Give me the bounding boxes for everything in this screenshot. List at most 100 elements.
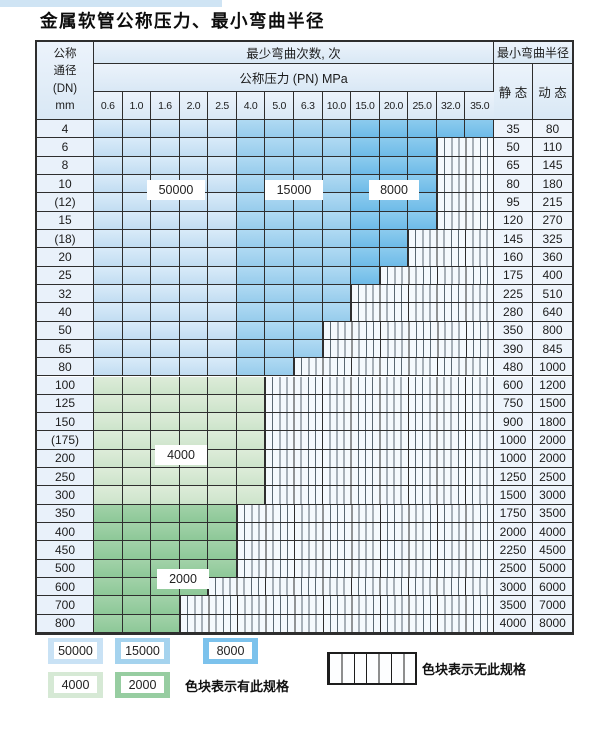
spec-cell: [179, 376, 209, 395]
dn-cell-4: 4: [37, 120, 94, 139]
dynamic-value-350: 3500: [533, 504, 572, 524]
legend-swatch-label: 2000: [121, 676, 164, 693]
spec-cell: [294, 248, 323, 267]
spec-cell: [236, 138, 266, 157]
spec-cell: [122, 284, 152, 304]
zone-label-2000: 2000: [157, 569, 209, 589]
spec-cell: [294, 339, 323, 359]
spec-cell: [322, 120, 352, 139]
spec-cell: [236, 413, 266, 432]
spec-cell: [208, 303, 237, 322]
header-dn-line1: 公称: [53, 48, 77, 61]
header-pressure-6.3: 6.3: [294, 92, 323, 120]
spec-cell: [379, 211, 409, 230]
spec-cell: [179, 468, 209, 487]
spec-cell: [351, 248, 380, 267]
spec-cell: [236, 321, 266, 340]
no-spec-region: [179, 596, 494, 615]
spec-cell: [208, 541, 237, 560]
dn-cell-(18): (18): [37, 229, 94, 249]
spec-cell: [151, 138, 180, 157]
dynamic-value-32: 510: [533, 284, 572, 304]
spec-cell: [208, 559, 237, 579]
dn-cell-20: 20: [37, 248, 94, 267]
dynamic-value-(12): 215: [533, 193, 572, 212]
spec-cell: [208, 211, 237, 230]
spec-cell: [294, 266, 323, 285]
no-spec-region: [265, 431, 494, 450]
legend-caption-has-spec: 色块表示有此规格: [185, 678, 290, 694]
spec-cell: [151, 376, 180, 395]
dn-cell-40: 40: [37, 303, 94, 322]
spec-cell: [122, 413, 152, 432]
spec-cell: [151, 266, 180, 285]
spec-cell: [294, 229, 323, 249]
legend-swatch-label: 8000: [209, 642, 252, 659]
header-pressure-2.5: 2.5: [208, 92, 237, 120]
no-spec-region: [436, 138, 494, 157]
header-pressure-4.0: 4.0: [236, 92, 266, 120]
no-spec-region: [236, 523, 494, 542]
dn-cell-400: 400: [37, 523, 94, 542]
no-spec-region: [351, 303, 494, 322]
spec-cell: [294, 211, 323, 230]
dn-cell-(175): (175): [37, 431, 94, 450]
dn-cell-125: 125: [37, 394, 94, 414]
spec-cell: [179, 120, 209, 139]
spec-cell: [94, 266, 123, 285]
spec-cell: [179, 394, 209, 414]
spec-cell: [208, 321, 237, 340]
spec-cell: [236, 193, 266, 212]
dn-cell-15: 15: [37, 211, 94, 230]
spec-cell: [208, 413, 237, 432]
header-pressure-1.0: 1.0: [122, 92, 152, 120]
spec-cell: [179, 321, 209, 340]
no-spec-region: [265, 376, 494, 395]
spec-cell: [94, 376, 123, 395]
spec-cell: [236, 394, 266, 414]
spec-cell: [322, 248, 352, 267]
spec-cell: [151, 211, 180, 230]
spec-cell: [122, 321, 152, 340]
spec-cell: [94, 468, 123, 487]
static-value-450: 2250: [494, 541, 533, 560]
header-dn-line2: 通径: [53, 65, 77, 78]
spec-cell: [94, 193, 123, 212]
spec-cell: [122, 596, 152, 615]
legend-swatch-8000: 8000: [203, 638, 258, 664]
spec-cell: [265, 339, 294, 359]
spec-cell: [122, 229, 152, 249]
spec-cell: [94, 413, 123, 432]
spec-cell: [151, 358, 180, 377]
spec-cell: [122, 614, 152, 633]
static-value-10: 80: [494, 174, 533, 194]
static-value-500: 2500: [494, 559, 533, 579]
legend-swatch-label: 4000: [54, 676, 97, 693]
no-spec-region: [208, 578, 494, 597]
spec-cell: [94, 394, 123, 414]
dn-cell-50: 50: [37, 321, 94, 340]
spec-cell: [408, 120, 437, 139]
spec-cell: [322, 156, 352, 175]
spec-cell: [122, 248, 152, 267]
spec-cell: [94, 486, 123, 505]
spec-cell: [94, 559, 123, 579]
static-value-700: 3500: [494, 596, 533, 615]
spec-cell: [122, 504, 152, 524]
dynamic-value-700: 7000: [533, 596, 572, 615]
static-value-400: 2000: [494, 523, 533, 542]
dynamic-value-25: 400: [533, 266, 572, 285]
no-spec-region: [265, 394, 494, 414]
spec-cell: [465, 120, 494, 139]
spec-cell: [94, 596, 123, 615]
spec-cell: [151, 284, 180, 304]
spec-cell: [151, 504, 180, 524]
no-spec-region: [179, 614, 494, 633]
spec-cell: [208, 468, 237, 487]
zone-label-50000: 50000: [147, 180, 205, 200]
spec-cell: [236, 248, 266, 267]
dynamic-value-(175): 2000: [533, 431, 572, 450]
static-value-125: 750: [494, 394, 533, 414]
static-value-300: 1500: [494, 486, 533, 505]
spec-cell: [94, 248, 123, 267]
